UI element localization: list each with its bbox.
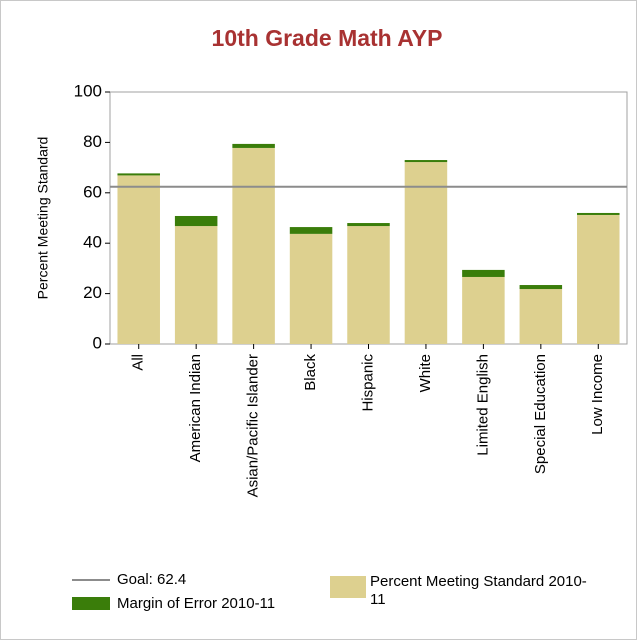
legend-swatch [330, 576, 366, 598]
legend-swatch [72, 597, 110, 610]
bar-segment [404, 162, 448, 344]
bar-segment [232, 143, 275, 148]
bar-segment [174, 226, 218, 344]
y-axis-label: Percent Meeting Standard [35, 137, 51, 300]
chart-title: 10th Grade Math AYP [212, 25, 443, 51]
x-tick-label: American Indian [187, 354, 204, 462]
bar-segment [117, 175, 160, 344]
bar-segment [462, 269, 505, 277]
y-tick-label: 80 [83, 132, 102, 151]
bar-segment [289, 233, 333, 344]
x-tick-label: Hispanic [359, 354, 376, 412]
bar-segment [174, 215, 218, 227]
legend-label: Margin of Error 2010-11 [117, 595, 275, 612]
bar-segment [347, 226, 390, 344]
y-tick-label: 20 [83, 283, 102, 302]
x-tick-label: Black [302, 354, 319, 391]
x-tick-label: White [417, 354, 434, 392]
bar-segment [519, 285, 563, 290]
x-tick-label: Low Income [589, 354, 606, 435]
bar-segment [347, 223, 390, 227]
bar-segment [404, 160, 448, 163]
bar-segment [462, 276, 505, 344]
bar-segment [289, 227, 333, 234]
y-tick-label: 0 [93, 333, 102, 352]
bar-segment [232, 147, 275, 344]
x-tick-label: Limited English [474, 354, 491, 456]
x-tick-label: Asian/Pacific Islander [245, 354, 262, 497]
bar-segment [577, 212, 620, 215]
x-tick-label: Special Education [532, 354, 549, 474]
bar-segment [117, 173, 160, 176]
y-tick-label: 60 [83, 182, 102, 201]
legend-label: Percent Meeting Standard 2010-11 [370, 573, 587, 608]
y-tick-label: 40 [83, 233, 102, 252]
legend-label: Goal: 62.4 [117, 571, 186, 588]
x-tick-label: All [130, 354, 147, 371]
y-tick-label: 100 [74, 81, 102, 100]
bar-segment [519, 289, 563, 344]
bar-segment [577, 214, 620, 344]
